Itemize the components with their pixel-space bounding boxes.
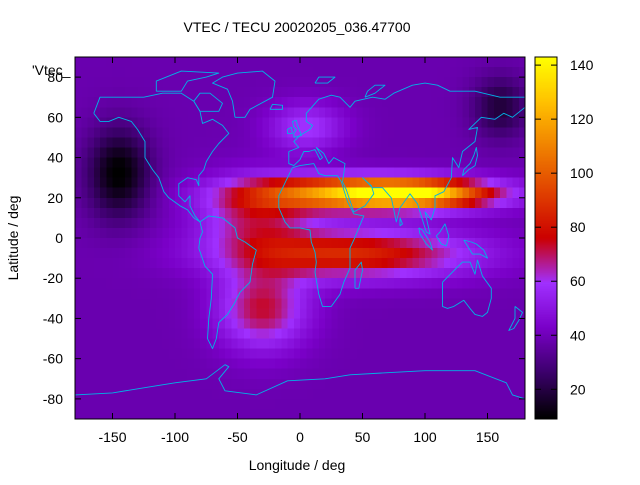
y-axis: 80 60 40 20 0 -20 -40 -60 -80 xyxy=(43,69,525,407)
y-tick-label: 40 xyxy=(47,150,63,166)
colorbar-tick-label: 120 xyxy=(570,111,594,127)
y-tick-label: -80 xyxy=(43,391,63,407)
coastline-british-isles xyxy=(292,119,302,138)
x-tick-label: -50 xyxy=(227,429,247,445)
chart-title: VTEC / TECU 20020205_036.47700 xyxy=(183,19,410,35)
coastline-new-guinea xyxy=(463,239,488,259)
coastline-novaya-zemlya xyxy=(364,84,386,98)
coastline-antarctica xyxy=(75,364,525,400)
coastline-borneo xyxy=(435,223,450,247)
x-tick-label: -150 xyxy=(98,429,126,445)
coastline-baffin xyxy=(193,92,223,112)
colorbar-tick-label: 60 xyxy=(570,273,586,289)
coastline-sri-lanka xyxy=(399,217,403,227)
coastline-svalbard xyxy=(314,76,336,84)
y-axis-label: Latitude / deg xyxy=(5,196,21,281)
colorbar-axis: 20 40 60 80 100 120 140 xyxy=(535,57,594,397)
coastline-australia xyxy=(442,259,492,317)
colorbar-tick-label: 100 xyxy=(570,165,594,181)
coastline-japan xyxy=(462,147,478,177)
x-tick-label: 0 xyxy=(296,429,304,445)
plot-key-label: 'Vtec_ xyxy=(32,62,71,78)
colorbar-tick-label: 40 xyxy=(570,327,586,343)
colorbar-frame xyxy=(534,56,558,420)
vtec-heatmap xyxy=(75,57,525,419)
colorbar: 20 40 60 80 100 120 140 xyxy=(534,56,594,420)
x-tick-label: -100 xyxy=(161,429,189,445)
x-axis-label: Longitude / deg xyxy=(249,457,346,473)
x-tick-label: 50 xyxy=(355,429,371,445)
coastline-africa xyxy=(278,163,365,307)
coastline-greenland xyxy=(212,70,276,118)
y-tick-label: -60 xyxy=(43,351,63,367)
coastline-new-zealand xyxy=(508,306,523,331)
colorbar-tick-label: 140 xyxy=(570,57,594,73)
y-tick-label: -40 xyxy=(43,310,63,326)
x-tick-label: 100 xyxy=(413,429,437,445)
coastline-south-america xyxy=(198,215,257,350)
coastline-eurasia xyxy=(288,82,525,235)
coastlines xyxy=(75,70,525,400)
coastline-iceland xyxy=(269,103,283,110)
colorbar-tick-label: 20 xyxy=(570,381,586,397)
coastline-ireland xyxy=(287,126,293,134)
coastline-madagascar xyxy=(354,261,363,289)
x-tick-label: 150 xyxy=(476,429,500,445)
y-tick-label: 0 xyxy=(55,230,63,246)
y-tick-label: 60 xyxy=(47,109,63,125)
colorbar-tick-label: 80 xyxy=(570,219,586,235)
y-tick-label: 80 xyxy=(47,69,63,85)
y-tick-label: 20 xyxy=(47,190,63,206)
coastline-arctic-islands xyxy=(155,70,220,92)
x-axis: -150 -100 -50 0 50 100 150 xyxy=(98,57,499,445)
y-tick-label: -20 xyxy=(43,270,63,286)
coastline-sumatra xyxy=(418,227,433,251)
